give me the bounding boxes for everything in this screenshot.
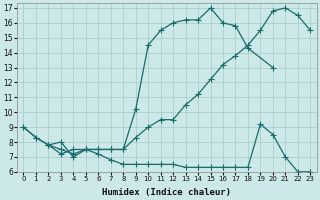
X-axis label: Humidex (Indice chaleur): Humidex (Indice chaleur): [102, 188, 231, 197]
